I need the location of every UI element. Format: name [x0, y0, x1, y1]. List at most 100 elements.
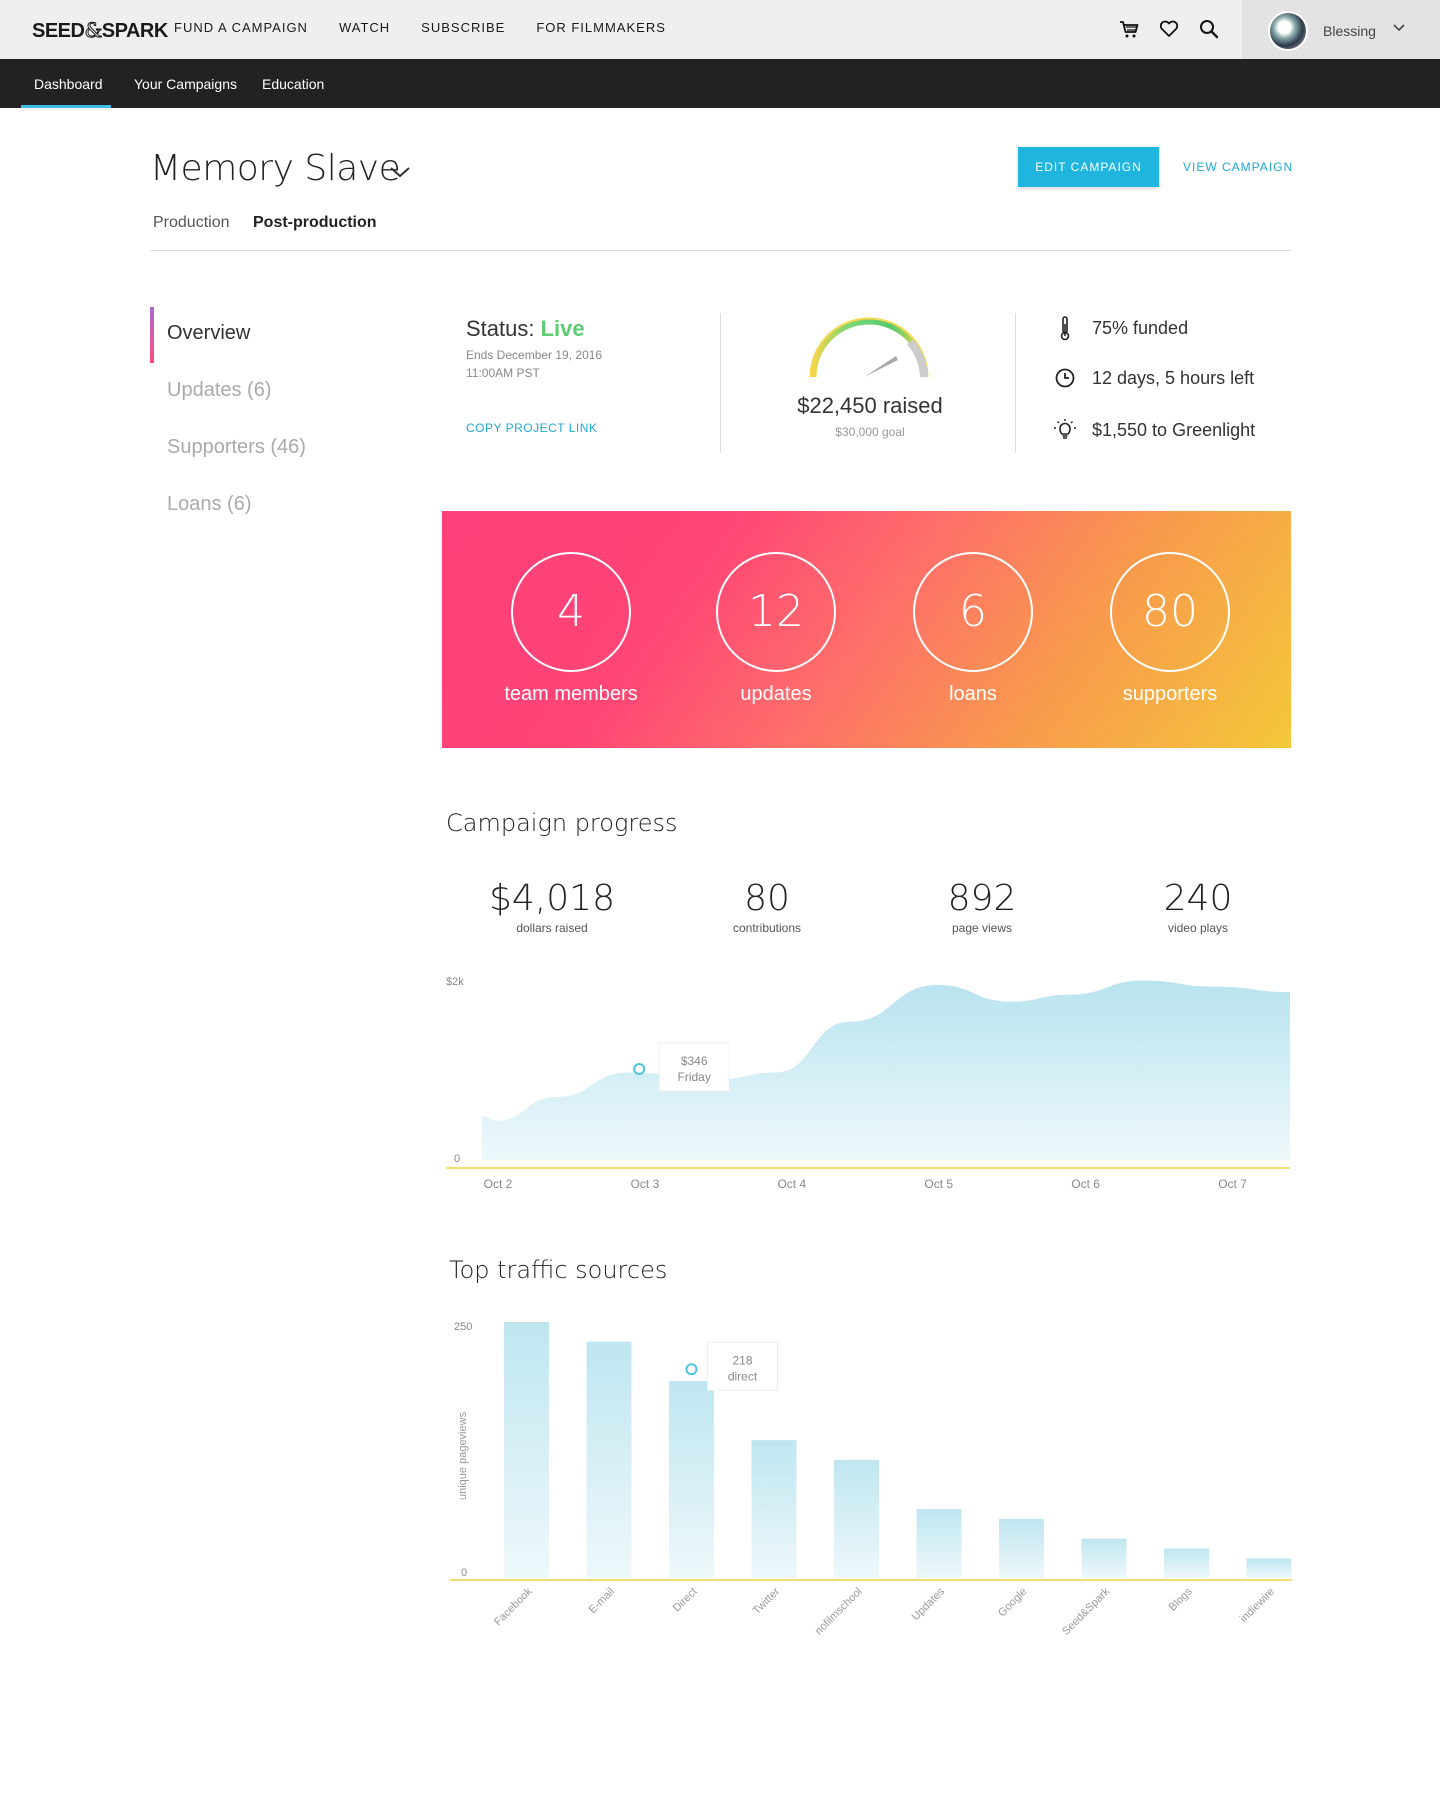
- nav-icon-group: [1118, 18, 1220, 40]
- bar-category-label: indiewire: [1238, 1586, 1277, 1625]
- nav-for-filmmakers[interactable]: FOR FILMMAKERS: [536, 20, 666, 35]
- metric-video-plays: 240 video plays: [1098, 878, 1298, 935]
- x-tick-label: Oct 2: [484, 1177, 513, 1191]
- seed-and-spark-logo[interactable]: SEED&SPARK: [32, 18, 168, 43]
- phase-post-production[interactable]: Post-production: [253, 214, 377, 231]
- y-tick-top: $2k: [446, 976, 464, 988]
- funding-gauge: [809, 317, 929, 378]
- logo-text-left: SEED: [32, 20, 85, 42]
- edit-campaign-button[interactable]: EDIT CAMPAIGN: [1018, 147, 1159, 187]
- campaign-switcher-chevron-icon[interactable]: [388, 160, 412, 189]
- amount-raised: $22,450 raised: [797, 393, 943, 418]
- campaign-status: Status: Live: [466, 316, 585, 342]
- dashboard-subnav: Dashboard Your Campaigns Education: [0, 59, 1440, 108]
- tooltip-label: Friday: [678, 1070, 711, 1084]
- sidebar-item-overview[interactable]: Overview: [167, 322, 251, 344]
- traffic-bar[interactable]: [834, 1459, 879, 1578]
- nav-watch[interactable]: WATCH: [338, 20, 391, 35]
- end-time-line: 11:00AM PST: [466, 366, 540, 380]
- area-tooltip: $346 Friday: [658, 1042, 730, 1092]
- subnav-active-indicator: [21, 105, 111, 108]
- sidebar-item-loans[interactable]: Loans (6): [167, 493, 252, 515]
- status-label: Status:: [466, 316, 535, 341]
- header-divider: [150, 250, 1291, 251]
- metric-page-views-value: 892: [947, 878, 1017, 919]
- traffic-bar[interactable]: [916, 1509, 962, 1578]
- counter-loans-value: 6: [913, 552, 1033, 672]
- end-date: Ends December 19, 2016 11:00AM PST: [466, 346, 602, 382]
- traffic-bar[interactable]: [1081, 1538, 1127, 1578]
- view-campaign-link[interactable]: VIEW CAMPAIGN: [1183, 160, 1294, 174]
- sidebar-item-updates[interactable]: Updates (6): [167, 379, 272, 401]
- bar-category-label: E-mail: [587, 1586, 618, 1617]
- logo-ampersand: &: [84, 18, 103, 43]
- traffic-bar[interactable]: [1246, 1558, 1292, 1578]
- phase-production[interactable]: Production: [153, 214, 230, 231]
- counter-updates-label: updates: [740, 683, 812, 705]
- x-tick-label: Oct 7: [1218, 1177, 1247, 1191]
- clock-icon: [1052, 365, 1078, 391]
- bar-category-label: Google: [996, 1586, 1030, 1620]
- heart-icon[interactable]: [1158, 18, 1180, 40]
- campaign-progress-title: Campaign progress: [446, 809, 678, 837]
- avatar: [1268, 11, 1308, 51]
- tooltip-label: direct: [728, 1369, 758, 1383]
- subnav-education[interactable]: Education: [262, 76, 325, 92]
- bar-category-label: Facebook: [492, 1585, 535, 1628]
- sidebar-item-supporters[interactable]: Supporters (46): [167, 436, 306, 458]
- metric-video-plays-value: 240: [1163, 878, 1233, 919]
- end-date-line: Ends December 19, 2016: [466, 348, 603, 362]
- lightbulb-icon: [1052, 417, 1078, 443]
- user-menu[interactable]: Blessing: [1242, 0, 1440, 59]
- traffic-bar[interactable]: [669, 1381, 714, 1578]
- traffic-bar[interactable]: [586, 1341, 632, 1578]
- user-name: Blessing: [1323, 23, 1376, 39]
- metric-contributions-label: contributions: [732, 921, 802, 935]
- metric-video-plays-label: video plays: [1167, 921, 1229, 935]
- logo-text-right: SPARK: [101, 20, 169, 42]
- tooltip-box: [658, 1042, 730, 1092]
- counter-team-members-value: 4: [511, 552, 631, 672]
- counter-loans-label: loans: [949, 683, 997, 705]
- bar-category-label: Updates: [910, 1585, 948, 1623]
- traffic-bar[interactable]: [751, 1440, 797, 1578]
- tooltip-value: 218: [732, 1353, 752, 1367]
- bar-category-label: Twitter: [751, 1585, 783, 1617]
- campaign-counters-panel: 4 team members 12 updates 6 loans 80 sup…: [442, 511, 1291, 748]
- traffic-bar[interactable]: [504, 1322, 549, 1578]
- tooltip-point[interactable]: [685, 1363, 698, 1376]
- bar-tooltip: 218 direct: [707, 1341, 778, 1391]
- chevron-down-icon: [1392, 20, 1406, 39]
- metric-dollars-raised-value: $4,018: [489, 878, 615, 919]
- copy-project-link[interactable]: COPY PROJECT LINK: [466, 421, 598, 435]
- metric-contributions: 80 contributions: [667, 878, 867, 935]
- y-tick-top: 250: [454, 1321, 472, 1333]
- tooltip-box: [707, 1341, 778, 1391]
- time-left-stat: 12 days, 5 hours left: [1052, 365, 1254, 391]
- sidebar-active-indicator: [150, 307, 154, 363]
- tooltip-value: $346: [681, 1054, 708, 1068]
- top-navbar: SEED&SPARK FUND A CAMPAIGN WATCH SUBSCRI…: [0, 0, 1440, 59]
- traffic-bar[interactable]: [999, 1518, 1044, 1578]
- bar-category-label: Seed&Spark: [1060, 1585, 1113, 1638]
- cart-icon[interactable]: [1118, 18, 1140, 40]
- subnav-your-campaigns[interactable]: Your Campaigns: [134, 76, 237, 92]
- x-tick-label: Oct 4: [777, 1177, 806, 1191]
- counter-updates-value: 12: [716, 552, 836, 672]
- y-tick-bottom: 0: [454, 1153, 460, 1165]
- nav-subscribe[interactable]: SUBSCRIBE: [421, 20, 506, 35]
- traffic-bar[interactable]: [1164, 1548, 1209, 1578]
- search-icon[interactable]: [1198, 18, 1220, 40]
- counter-supporters-value: 80: [1110, 552, 1230, 672]
- bar-category-label: nofilmschool: [813, 1586, 865, 1638]
- area-series: [482, 980, 1290, 1160]
- funding-goal: $30,000 goal: [835, 425, 905, 439]
- tooltip-point[interactable]: [633, 1063, 646, 1075]
- counter-team-members-label: team members: [504, 683, 638, 705]
- metric-contributions-value: 80: [744, 878, 790, 919]
- nav-fund-a-campaign[interactable]: FUND A CAMPAIGN: [174, 20, 308, 35]
- campaign-progress-area-chart: $2k 0 Oct 2 Oct 3 Oct 4 Oct 5 Oct 6 Oct 7 $346 Fr…: [446, 976, 1290, 1191]
- subnav-dashboard[interactable]: Dashboard: [34, 76, 103, 92]
- metric-page-views: 892 page views: [882, 878, 1082, 935]
- status-divider-left: [720, 313, 721, 453]
